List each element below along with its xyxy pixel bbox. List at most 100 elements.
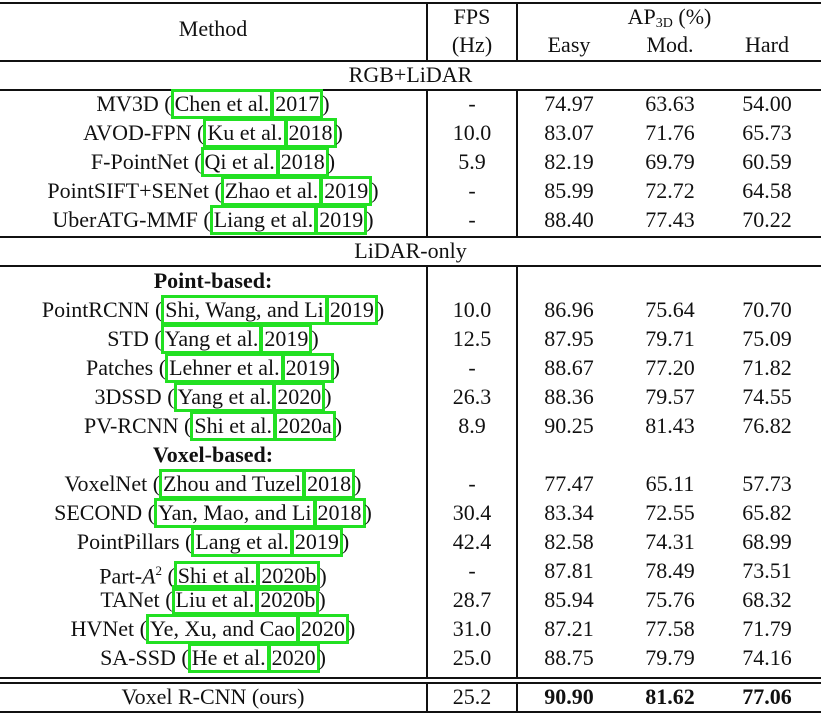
method-name: PV-RCNN xyxy=(83,413,179,438)
method-name: MV3D xyxy=(96,91,159,116)
table-cell-easy: 86.96 xyxy=(544,297,594,322)
vrule-1-lidar xyxy=(426,265,428,677)
citation-authors-link[interactable]: Zhou and Tuzel xyxy=(159,469,306,499)
paren-close: ) xyxy=(354,471,362,496)
citation-authors-link[interactable]: Lang et al. xyxy=(191,527,293,557)
paren-open: ( xyxy=(197,207,211,232)
table-cell-easy: 74.97 xyxy=(544,91,594,116)
table-cell-hard: 71.82 xyxy=(742,355,792,380)
ours-mod: 81.62 xyxy=(645,684,695,709)
citation-authors-link[interactable]: Yang et al. xyxy=(173,382,276,412)
header-mod: Mod. xyxy=(646,32,694,57)
table-row-method: PointRCNN (Shi, Wang, and Li 2019) xyxy=(0,295,426,325)
table-cell-mod: 77.43 xyxy=(645,207,695,232)
citation-year-link[interactable]: 2020b xyxy=(257,561,321,592)
table-cell-easy: 88.67 xyxy=(544,355,594,380)
table-cell-fps: 28.7 xyxy=(452,587,492,612)
table-row-method: Part-A2 (Shi et al. 2020b) xyxy=(0,556,426,592)
citation-year-link[interactable]: 2018 xyxy=(303,469,356,499)
citation-year-link[interactable]: 2019 xyxy=(260,324,313,354)
citation-year-link[interactable]: 2019 xyxy=(320,176,373,206)
table-cell-mod: 77.20 xyxy=(645,355,695,380)
table-cell-fps: 42.4 xyxy=(452,529,492,554)
citation-year-link[interactable]: 2019 xyxy=(325,295,378,325)
citation-year-link[interactable]: 2019 xyxy=(290,527,343,557)
paren-close: ) xyxy=(376,297,385,322)
citation-authors-link[interactable]: Liang et al. xyxy=(209,205,318,235)
table-cell-easy: 87.95 xyxy=(544,326,594,351)
paren-open: ( xyxy=(161,384,175,409)
table-cell-fps: - xyxy=(468,558,476,583)
table-cell-hard: 68.32 xyxy=(742,587,792,612)
citation-authors-link[interactable]: Qi et al. xyxy=(200,147,279,177)
citation-authors-link[interactable]: Chen et al. xyxy=(170,89,274,119)
table-cell-mod: 75.76 xyxy=(645,587,695,612)
header-fps-unit: (Hz) xyxy=(451,32,493,57)
table-cell-fps: 10.0 xyxy=(452,120,492,145)
citation-authors-link[interactable]: Yan, Mao, and Li xyxy=(153,498,316,528)
table-cell-mod: 79.57 xyxy=(645,384,695,409)
citation-authors-link[interactable]: Yang et al. xyxy=(160,324,263,354)
table-cell-mod: 77.58 xyxy=(645,616,695,641)
citation-year-link[interactable]: 2018 xyxy=(284,118,337,148)
double-rule-a xyxy=(0,677,821,679)
table-cell-mod: 79.71 xyxy=(645,326,695,351)
citation-authors-link[interactable]: Shi, Wang, and Li xyxy=(161,295,328,325)
table-cell-mod: 74.31 xyxy=(645,529,695,554)
paren-close: ) xyxy=(334,413,343,438)
group-rule-lidar xyxy=(0,265,821,267)
vrule-2-lidar xyxy=(516,265,518,677)
table-row-method: F-PointNet (Qi et al. 2018) xyxy=(0,147,426,177)
citation-year-link[interactable]: 2020a xyxy=(273,411,336,441)
citation-year-link[interactable]: 2019 xyxy=(315,205,368,235)
table-cell-hard: 68.99 xyxy=(742,529,792,554)
table-cell-fps: - xyxy=(468,471,476,496)
paren-open: ( xyxy=(159,587,173,612)
citation-year-link[interactable]: 2020b xyxy=(256,585,320,615)
paren-close: ) xyxy=(311,326,319,351)
paren-close: ) xyxy=(332,355,340,380)
citation-year-link[interactable]: 2019 xyxy=(281,353,334,383)
table-cell-hard: 57.73 xyxy=(742,471,792,496)
citation-year-link[interactable]: 2018 xyxy=(276,147,329,177)
citation-year-link[interactable]: 2020 xyxy=(267,643,320,673)
paren-close: ) xyxy=(364,500,372,525)
citation-authors-link[interactable]: Shi et al. xyxy=(190,411,276,441)
paren-open: ( xyxy=(208,178,222,203)
paren-close: ) xyxy=(335,120,343,145)
citation-authors-link[interactable]: Lehner et al. xyxy=(165,353,284,383)
method-name: PointRCNN xyxy=(41,297,150,322)
method-name: Part- xyxy=(99,563,143,589)
citation-authors-link[interactable]: He et al. xyxy=(187,643,270,673)
table-cell-easy: 88.36 xyxy=(544,384,594,409)
paren-close: ) xyxy=(324,384,332,409)
citation-year-link[interactable]: 2020 xyxy=(273,382,326,412)
table-cell-mod: 72.55 xyxy=(645,500,695,525)
citation-year-link[interactable]: 2017 xyxy=(271,89,324,119)
table-cell-fps: 30.4 xyxy=(452,500,492,525)
citation-authors-link[interactable]: Liu et al. xyxy=(171,585,259,615)
section-rule xyxy=(0,236,821,238)
citation-authors-link[interactable]: Zhao et al. xyxy=(220,176,323,206)
table-cell-mod: 69.79 xyxy=(645,149,695,174)
citation-year-link[interactable]: 2018 xyxy=(313,498,366,528)
ap-subscript: 3D xyxy=(655,16,673,31)
vrule-1-rgb xyxy=(426,89,428,236)
table-row-method: PV-RCNN (Shi et al. 2020a) xyxy=(0,411,426,441)
subgroup-voxel-based: Voxel-based: xyxy=(152,442,274,467)
paren-open: ( xyxy=(142,500,155,525)
header-easy: Easy xyxy=(547,32,591,57)
method-name-sup: 2 xyxy=(155,563,162,578)
citation-year-link[interactable]: 2020 xyxy=(297,614,350,644)
table-cell-easy: 85.99 xyxy=(544,178,594,203)
table-cell-fps: 31.0 xyxy=(452,616,492,641)
method-name-math: A xyxy=(142,563,156,589)
table-cell-easy: 85.94 xyxy=(544,587,594,612)
table-row-method: SA-SSD (He et al. 2020) xyxy=(0,643,426,673)
citation-authors-link[interactable]: Ku et al. xyxy=(203,118,287,148)
vrule-1-header xyxy=(426,2,428,60)
paren-close: ) xyxy=(318,587,326,612)
top-rule xyxy=(0,2,821,4)
citation-authors-link[interactable]: Ye, Xu, and Cao xyxy=(146,614,300,644)
method-name: 3DSSD xyxy=(94,384,162,409)
